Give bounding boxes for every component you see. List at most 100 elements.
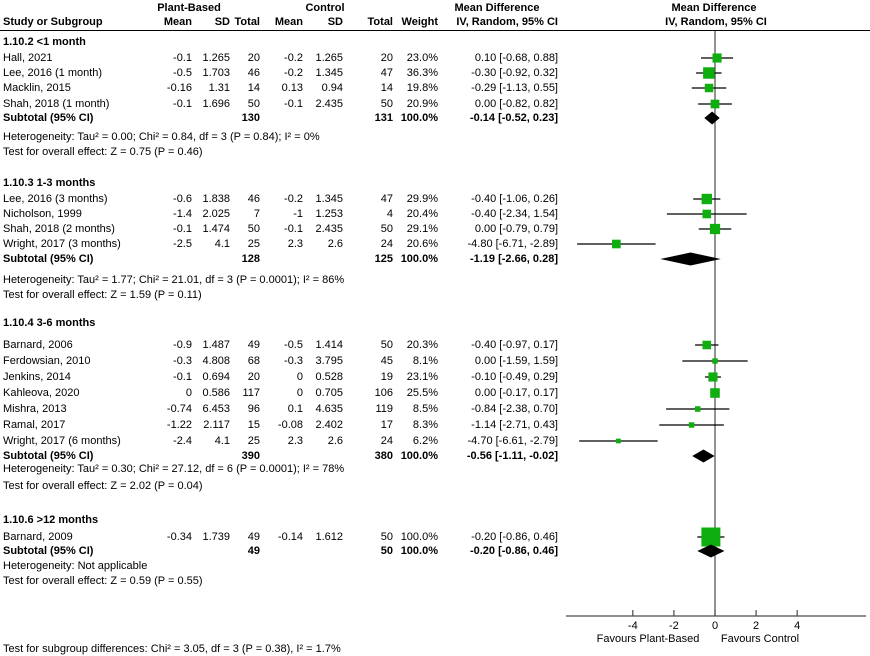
ctl-sd: 2.6 [327, 238, 343, 250]
subtotal-weight: 100.0% [400, 112, 438, 124]
weight: 25.5% [406, 387, 438, 399]
heterogeneity-row: Heterogeneity: Not applicable [0, 559, 870, 573]
pb-sd: 2.117 [203, 419, 230, 431]
pb-mean: -1.22 [166, 419, 192, 431]
pb-sd: 1.838 [202, 193, 230, 205]
ctl-total: 50 [380, 98, 393, 110]
effect-measure-header-plot: Mean Difference [671, 2, 757, 14]
ctl-sd: 2.435 [315, 223, 343, 235]
ctl-sd: 1.265 [315, 52, 343, 64]
pb-mean: -0.6 [173, 193, 192, 205]
md-ci-text: -4.80 [-6.71, -2.89] [467, 238, 559, 250]
pb-total: 20 [247, 371, 260, 383]
study-name: Hall, 2021 [3, 52, 53, 64]
study-name: Ferdowsian, 2010 [3, 355, 91, 367]
pb-sd: 2.025 [202, 208, 230, 220]
study-name: Barnard, 2006 [3, 339, 73, 351]
ctl-mean: 0.1 [287, 403, 303, 415]
ctl-sd-header: SD [327, 16, 343, 28]
study-name: Jenkins, 2014 [3, 371, 71, 383]
weight: 23.1% [406, 371, 438, 383]
study-row: Barnard, 2006 -0.9 1.487 49 -0.5 1.414 50 20.3%… [0, 338, 870, 352]
study-name: Barnard, 2009 [3, 531, 73, 543]
pb-sd: 4.808 [202, 355, 230, 367]
subtotal-ci-text: -1.19 [-2.66, 0.28] [469, 253, 558, 265]
subtotal-row: Subtotal (95% CI) 49 50 100.0% -0.20 [-0.86,… [0, 544, 870, 558]
heterogeneity-row: Heterogeneity: Tau² = 1.77; Chi² = 21.01… [0, 273, 870, 287]
pb-sd: 1.696 [202, 98, 230, 110]
ctl-mean: -0.1 [284, 98, 303, 110]
subtotal-ctl-total: 125 [374, 253, 393, 265]
pb-mean: -0.3 [173, 355, 192, 367]
ctl-sd: 1.612 [315, 531, 343, 543]
md-ci-text: -0.20 [-0.86, 0.46] [471, 531, 558, 543]
pb-mean: -0.1 [173, 52, 192, 64]
weight: 19.8% [406, 82, 438, 94]
md-ci-text: -4.70 [-6.61, -2.79] [467, 435, 559, 447]
weight: 20.3% [406, 339, 438, 351]
pb-mean: -0.34 [166, 531, 192, 543]
ctl-total-header: Total [367, 16, 393, 28]
study-row: Wright, 2017 (6 months) -2.4 4.1 25 2.3 2.6 24… [0, 434, 870, 448]
pb-total: 25 [247, 238, 260, 250]
ctl-sd: 1.345 [315, 67, 343, 79]
ctl-mean: 0 [296, 371, 303, 383]
study-col-header: Study or Subgroup [3, 16, 103, 28]
subtotal-row: Subtotal (95% CI) 128 125 100.0% -1.19 [-2.6… [0, 252, 870, 266]
ctl-mean: -0.2 [284, 52, 303, 64]
md-ci-text: -0.29 [-1.13, 0.55] [471, 82, 558, 94]
md-ci-text: 0.00 [-0.17, 0.17] [474, 387, 558, 399]
pb-total-header: Total [234, 16, 260, 28]
heterogeneity-row: Heterogeneity: Tau² = 0.00; Chi² = 0.84,… [0, 130, 870, 144]
pb-total: 7 [253, 208, 260, 220]
favours-left-label: Favours Plant-Based [596, 633, 700, 645]
pb-sd: 1.487 [202, 339, 230, 351]
heterogeneity-row: Heterogeneity: Tau² = 0.30; Chi² = 27.12… [0, 462, 870, 476]
md-ci-text: -1.14 [-2.71, 0.43] [471, 419, 558, 431]
study-name: Nicholson, 1999 [3, 208, 82, 220]
weight: 20.9% [406, 98, 438, 110]
pb-sd-header: SD [214, 16, 230, 28]
ctl-sd: 2.402 [315, 419, 343, 431]
overall-effect-text: Test for overall effect: Z = 2.02 (P = 0… [3, 480, 203, 492]
subgroup-heading-row: 1.10.2 <1 month [0, 35, 870, 49]
overall-effect-row: Test for overall effect: Z = 0.75 (P = 0… [0, 145, 870, 159]
pb-total: 49 [247, 531, 260, 543]
pb-total: 20 [247, 52, 260, 64]
pb-mean: -0.74 [166, 403, 192, 415]
study-name: Lee, 2016 (3 months) [3, 193, 108, 205]
subtotal-label: Subtotal (95% CI) [3, 112, 94, 124]
study-name: Shah, 2018 (2 months) [3, 223, 115, 235]
study-row: Macklin, 2015 -0.16 1.31 14 0.13 0.94 14 19.8% -… [0, 81, 870, 95]
ctl-sd: 4.635 [315, 403, 343, 415]
ctl-total: 24 [380, 435, 393, 447]
subtotal-weight: 100.0% [400, 253, 438, 265]
ctl-total: 24 [380, 238, 393, 250]
group-header-row: Plant-Based Control Mean Difference Mean… [0, 1, 870, 15]
pb-sd: 0.586 [202, 387, 230, 399]
weight: 8.3% [412, 419, 438, 431]
pb-mean: -0.5 [173, 67, 192, 79]
md-ci-text: 0.00 [-0.82, 0.82] [474, 98, 558, 110]
md-ci-text: -0.10 [-0.49, 0.29] [471, 371, 558, 383]
pb-mean: -0.1 [173, 371, 192, 383]
subtotal-ctl-total: 50 [380, 545, 393, 557]
study-name: Wright, 2017 (6 months) [3, 435, 121, 447]
weight: 29.1% [406, 223, 438, 235]
ctl-sd: 2.6 [327, 435, 343, 447]
pb-sd: 1.474 [202, 223, 230, 235]
study-name: Kahleova, 2020 [3, 387, 80, 399]
ctl-total: 50 [380, 531, 393, 543]
ctl-total: 4 [386, 208, 393, 220]
heterogeneity-text: Heterogeneity: Not applicable [3, 560, 148, 572]
ctl-mean: -0.2 [284, 193, 303, 205]
pb-mean: -0.1 [173, 98, 192, 110]
md-ci-text: 0.00 [-0.79, 0.79] [474, 223, 558, 235]
md-ci-text: -0.40 [-0.97, 0.17] [471, 339, 558, 351]
subtotal-ci-text: -0.14 [-0.52, 0.23] [469, 112, 558, 124]
study-row: Lee, 2016 (1 month) -0.5 1.703 46 -0.2 1.345 4… [0, 66, 870, 80]
study-name: Shah, 2018 (1 month) [3, 98, 110, 110]
subgroup-heading-row: 1.10.6 >12 months [0, 513, 870, 527]
heterogeneity-text: Heterogeneity: Tau² = 1.77; Chi² = 21.01… [3, 274, 345, 286]
